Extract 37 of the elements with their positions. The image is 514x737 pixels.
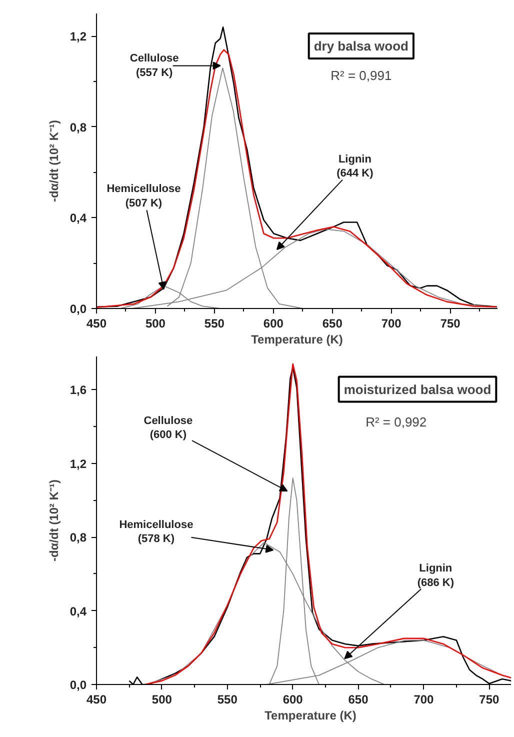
y-tick-label: 0,8	[70, 120, 87, 134]
x-tick-label: 550	[204, 316, 225, 330]
x-tick-label: 500	[145, 316, 166, 330]
y-tick-label: 1,6	[70, 383, 87, 398]
x-tick-label: 700	[381, 316, 402, 330]
annotation: Lignin (686 K)	[417, 562, 454, 589]
x-tick-label: 600	[263, 316, 284, 330]
y-tick-label: 1,2	[70, 456, 87, 471]
x-tick-label: 600	[282, 692, 304, 706]
x-tick-label: 550	[217, 692, 238, 706]
annotation: R² = 0,992	[366, 414, 427, 430]
x-tick-label: 650	[348, 692, 369, 706]
x-tick-label: 450	[86, 316, 107, 330]
annotation: R² = 0,991	[330, 68, 392, 83]
x-axis-title: Temperature (K)	[251, 332, 343, 346]
y-tick-label: 0,4	[70, 604, 87, 618]
x-tick-label: 750	[479, 692, 500, 706]
y-axis-title: -dα/dt (10² K⁻¹)	[46, 120, 61, 202]
x-tick-label: 750	[440, 316, 461, 330]
y-tick-label: 0,0	[70, 302, 87, 316]
x-axis-title: Temperature (K)	[264, 708, 356, 722]
annotation: Cellulose (557 K)	[130, 52, 179, 79]
x-tick-label: 650	[322, 316, 343, 330]
y-axis-title: -dα/dt (10² K⁻¹)	[46, 479, 61, 562]
x-tick-label: 700	[414, 692, 434, 706]
text: moisturized balsa wood	[344, 382, 492, 397]
x-tick-label: 450	[86, 692, 107, 706]
y-tick-label: 1,2	[70, 30, 87, 44]
annotation: Hemicellulose (507 K)	[106, 183, 181, 210]
text: dry balsa wood	[314, 38, 409, 54]
annotation: Lignin (644 K)	[336, 153, 374, 180]
annotation: Cellulose (600 K)	[144, 414, 193, 442]
y-tick-label: 0,8	[70, 530, 87, 545]
annotation: Hemicellulose (578 K)	[119, 518, 194, 546]
y-tick-label: 0,4	[70, 211, 87, 226]
y-tick-label: 0,0	[70, 678, 87, 692]
x-tick-label: 500	[152, 692, 172, 706]
